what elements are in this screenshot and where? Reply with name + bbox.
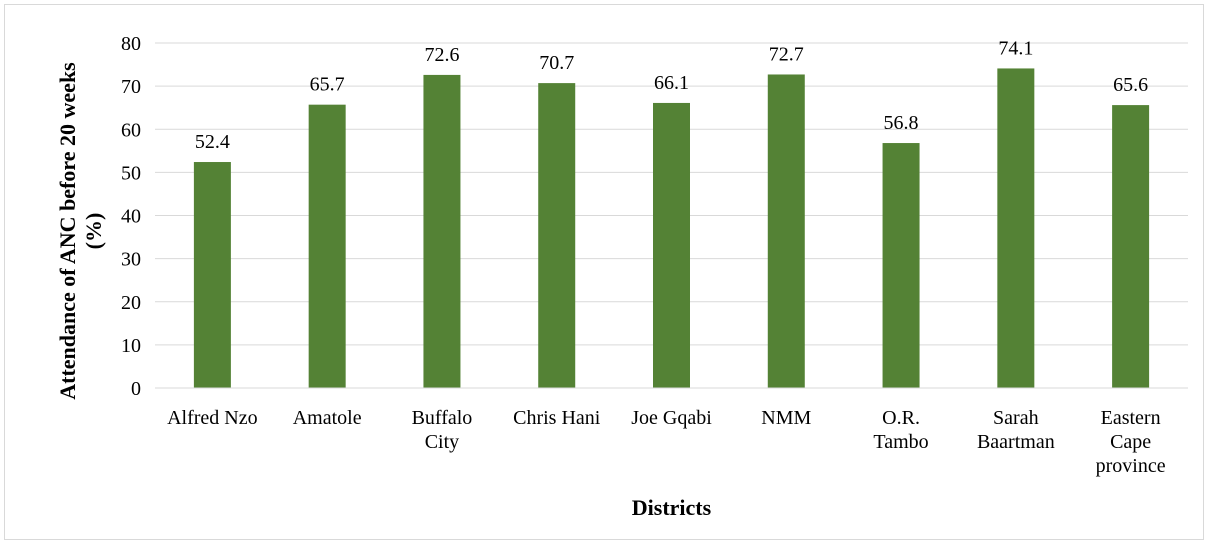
x-category-label-line: Joe Gqabi bbox=[631, 407, 712, 429]
data-label: 52.4 bbox=[195, 131, 230, 153]
bar bbox=[767, 74, 805, 388]
data-labels: 52.4 65.7 72.6 70.7 66.1 72.7 56.8 74.1 65.6 bbox=[195, 37, 1148, 153]
y-tick-label: 0 bbox=[131, 378, 141, 400]
chart-frame: 0 10 20 30 40 50 60 70 80 52.4 65.7 72.6 70.7 66.1 72… bbox=[4, 4, 1204, 540]
x-category-label: Amatole bbox=[293, 407, 362, 429]
bar bbox=[423, 74, 461, 388]
x-category-label: Sarah Baartman bbox=[977, 407, 1055, 453]
bar bbox=[653, 102, 690, 388]
data-label: 65.6 bbox=[1113, 74, 1148, 96]
x-category-label: O.R. Tambo bbox=[873, 407, 928, 453]
data-label: 72.7 bbox=[769, 43, 804, 65]
bar bbox=[308, 104, 346, 388]
y-axis-title-line: (%) bbox=[81, 213, 106, 250]
x-category-label: NMM bbox=[761, 407, 811, 429]
bars bbox=[193, 68, 1150, 388]
y-tick-label: 60 bbox=[121, 119, 141, 141]
y-tick-label: 50 bbox=[121, 162, 141, 184]
y-tick-label: 40 bbox=[121, 206, 141, 228]
bar bbox=[193, 162, 231, 388]
bar bbox=[538, 83, 576, 388]
x-category-label-line: Cape bbox=[1110, 431, 1151, 453]
bar-chart: 0 10 20 30 40 50 60 70 80 52.4 65.7 72.6 70.7 66.1 72… bbox=[55, 33, 1188, 520]
x-category-label-line: province bbox=[1096, 455, 1166, 477]
x-axis-categories: Alfred Nzo Amatole Buffalo City Chris Hani Jo… bbox=[167, 407, 1166, 477]
x-category-label-line: Eastern bbox=[1101, 407, 1161, 429]
x-category-label-line: Chris Hani bbox=[513, 407, 601, 429]
data-label: 74.1 bbox=[998, 37, 1033, 59]
x-axis-title: Districts bbox=[632, 495, 712, 520]
x-category-label: Buffalo City bbox=[412, 407, 473, 453]
y-tick-label: 70 bbox=[121, 76, 141, 98]
data-label: 72.6 bbox=[424, 44, 459, 66]
x-category-label: Eastern Cape province bbox=[1096, 407, 1166, 477]
x-category-label-line: O.R. bbox=[882, 407, 920, 429]
y-axis-title-line: Attendance of ANC before 20 weeks bbox=[55, 62, 80, 400]
y-tick-label: 80 bbox=[121, 33, 141, 55]
y-axis-title: Attendance of ANC before 20 weeks(%) bbox=[55, 62, 106, 400]
x-category-label-line: NMM bbox=[761, 407, 811, 429]
y-tick-label: 20 bbox=[121, 292, 141, 314]
x-category-label-line: City bbox=[425, 431, 459, 453]
x-category-label-line: Amatole bbox=[293, 407, 362, 429]
data-label: 65.7 bbox=[310, 74, 345, 96]
x-category-label-line: Baartman bbox=[977, 431, 1055, 453]
data-label: 66.1 bbox=[654, 72, 689, 94]
x-category-label: Alfred Nzo bbox=[167, 407, 258, 429]
bar bbox=[882, 143, 920, 388]
y-axis-ticks: 0 10 20 30 40 50 60 70 80 bbox=[121, 33, 141, 400]
x-category-label-line: Buffalo bbox=[412, 407, 473, 429]
x-category-label-line: Sarah bbox=[993, 407, 1039, 429]
x-category-label: Joe Gqabi bbox=[631, 407, 712, 429]
x-category-label: Chris Hani bbox=[513, 407, 601, 429]
x-category-label-line: Tambo bbox=[873, 431, 928, 453]
y-tick-label: 10 bbox=[121, 335, 141, 357]
data-label: 70.7 bbox=[539, 52, 574, 74]
bar bbox=[997, 68, 1035, 388]
bar bbox=[1112, 105, 1150, 388]
data-label: 56.8 bbox=[884, 112, 919, 134]
y-tick-label: 30 bbox=[121, 249, 141, 271]
x-category-label-line: Alfred Nzo bbox=[167, 407, 258, 429]
